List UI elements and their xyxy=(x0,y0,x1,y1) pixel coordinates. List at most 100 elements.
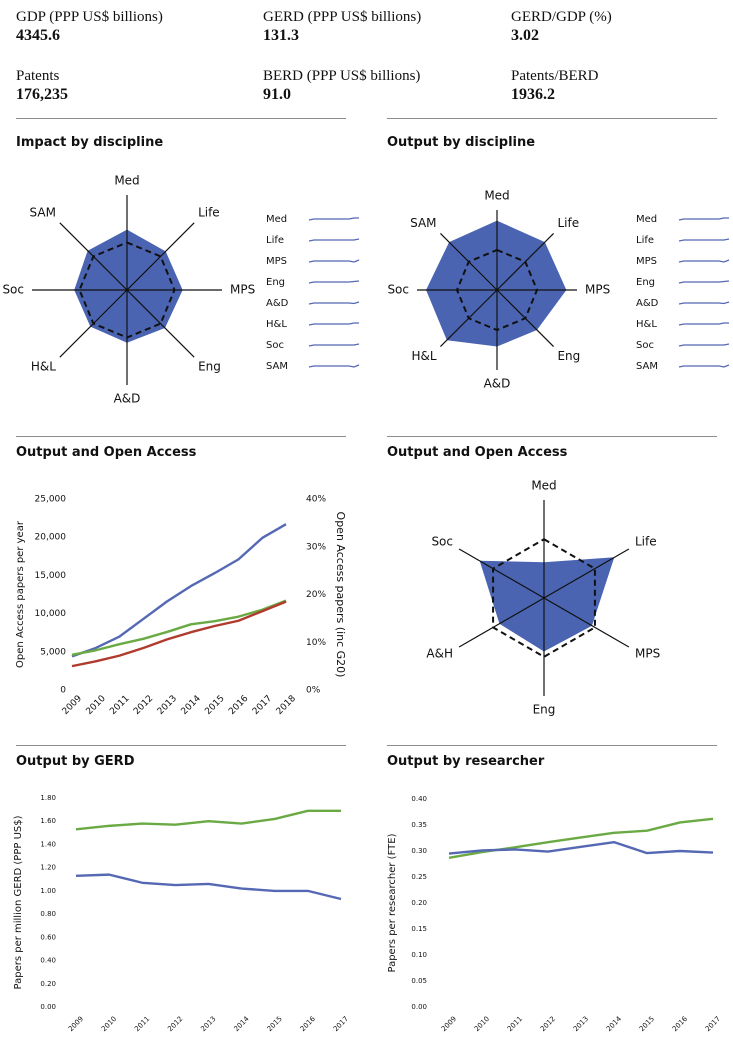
legend-sparkline xyxy=(678,217,729,221)
x-tick-label: 2012 xyxy=(166,1015,184,1033)
radar-axis-label: SAM xyxy=(30,205,56,219)
x-tick-label: 2016 xyxy=(671,1014,690,1033)
divider xyxy=(387,118,717,119)
radar-spoke xyxy=(458,548,545,599)
y-tick-label: 0 xyxy=(60,686,66,696)
y2-axis-label: Open Access papers (inc G20) xyxy=(334,512,347,678)
stat-patents-berd: Patents/BERD 1936.2 xyxy=(511,67,599,105)
radar-axis-label: Eng xyxy=(198,360,221,374)
radar-axis-label: SAM xyxy=(410,216,436,230)
y2-tick-label: 10% xyxy=(306,638,326,648)
radar-axis-label: Soc xyxy=(387,283,409,297)
radar-axis-label: MPS xyxy=(635,647,660,661)
legend-sparkline xyxy=(308,322,359,326)
y-tick-label: 1.00 xyxy=(40,887,56,895)
x-tick-label: 2009 xyxy=(61,694,84,717)
legend-sparkline xyxy=(678,238,730,242)
legend-label: MPS xyxy=(636,256,657,267)
legend-label: Life xyxy=(266,235,284,246)
legend-sparkline xyxy=(308,301,360,305)
legend-sparkline xyxy=(678,301,730,305)
legend-label: A&D xyxy=(636,298,659,309)
y2-tick-label: 40% xyxy=(306,495,326,505)
y-tick-label: 0.05 xyxy=(411,977,427,985)
series-line-red xyxy=(71,600,287,668)
divider xyxy=(16,745,346,746)
radar-axis-label: Life xyxy=(635,535,657,549)
x-tick-label: 2010 xyxy=(84,694,107,717)
x-tick-label: 2012 xyxy=(539,1015,557,1033)
stat-label: GERD (PPP US$ billions) xyxy=(263,9,422,25)
radar-axis-label: Eng xyxy=(533,703,556,717)
x-tick-label: 2018 xyxy=(275,694,298,717)
divider xyxy=(387,436,717,437)
x-tick-label: 2013 xyxy=(572,1015,590,1033)
x-tick-label: 2012 xyxy=(132,694,155,717)
section-title: Output and Open Access xyxy=(387,445,568,460)
radar-axis-label: Med xyxy=(531,479,556,493)
legend-sparkline xyxy=(678,280,730,284)
y-tick-label: 0.10 xyxy=(411,951,427,959)
legend-sparkline xyxy=(678,322,729,326)
stat-value: 176,235 xyxy=(16,86,68,103)
radar-spoke xyxy=(59,289,128,358)
radar-axis-label: H&L xyxy=(31,360,56,374)
stat-label: GDP (PPP US$ billions) xyxy=(16,9,163,25)
y-tick-label: 0.20 xyxy=(411,899,427,907)
legend-label: SAM xyxy=(636,361,658,372)
stat-patents: Patents 176,235 xyxy=(16,67,68,105)
legend-label: MPS xyxy=(266,256,287,267)
x-tick-label: 2010 xyxy=(473,1015,491,1033)
radar-axis-label: MPS xyxy=(230,283,255,297)
radar-axis-label: A&D xyxy=(114,392,141,406)
radar-axis-label: A&D xyxy=(484,377,511,391)
radar-area xyxy=(479,557,615,652)
legend-label: Soc xyxy=(266,340,284,351)
y-tick-label: 0.30 xyxy=(411,847,427,855)
x-tick-label: 2010 xyxy=(100,1015,118,1033)
legend-sparkline xyxy=(308,217,359,221)
radar-axis-label: Med xyxy=(114,174,139,188)
stat-gerd-gdp: GERD/GDP (%) 3.02 xyxy=(511,8,612,46)
radar-spoke xyxy=(458,597,545,648)
series-line-green xyxy=(75,809,341,831)
x-tick-label: 2015 xyxy=(203,694,226,717)
y-tick-label: 1.20 xyxy=(40,864,56,872)
x-tick-label: 2016 xyxy=(299,1014,318,1033)
section-title: Output by discipline xyxy=(387,135,536,150)
radar-spoke xyxy=(543,597,630,648)
x-tick-label: 2014 xyxy=(232,1014,251,1033)
y2-tick-label: 0% xyxy=(306,686,321,696)
legend-label: H&L xyxy=(636,319,657,330)
radar-spoke xyxy=(543,548,630,599)
legend-sparkline xyxy=(308,259,360,263)
y-tick-label: 0.40 xyxy=(40,957,56,965)
y2-tick-label: 30% xyxy=(306,542,326,552)
x-tick-label: 2013 xyxy=(156,694,179,717)
stat-label: BERD (PPP US$ billions) xyxy=(263,68,421,84)
legend-sparkline xyxy=(678,259,730,263)
y-tick-label: 1.60 xyxy=(40,817,56,825)
stat-value: 91.0 xyxy=(263,86,291,103)
legend-label: Eng xyxy=(636,277,655,288)
x-tick-label: 2017 xyxy=(251,694,274,717)
radar-axis-label: A&H xyxy=(426,647,453,661)
radar-axis-label: Med xyxy=(484,189,509,203)
y-tick-label: 0.15 xyxy=(411,925,427,933)
y-tick-label: 20,000 xyxy=(35,533,67,543)
legend-label: Eng xyxy=(266,277,285,288)
x-tick-label: 2014 xyxy=(180,694,203,717)
stat-berd: BERD (PPP US$ billions) 91.0 xyxy=(263,67,420,105)
series-line-blue xyxy=(71,523,287,658)
x-tick-label: 2014 xyxy=(605,1014,624,1033)
legend-label: Soc xyxy=(636,340,654,351)
y-tick-label: 10,000 xyxy=(35,609,67,619)
radar-axis-label: H&L xyxy=(411,349,436,363)
radar-axis-label: MPS xyxy=(585,283,610,297)
y-tick-label: 5,000 xyxy=(40,647,66,657)
legend-sparkline xyxy=(308,280,360,284)
x-tick-label: 2015 xyxy=(266,1015,284,1033)
radar-spoke xyxy=(126,222,195,291)
x-tick-label: 2017 xyxy=(704,1015,722,1033)
x-tick-label: 2011 xyxy=(133,1015,151,1033)
